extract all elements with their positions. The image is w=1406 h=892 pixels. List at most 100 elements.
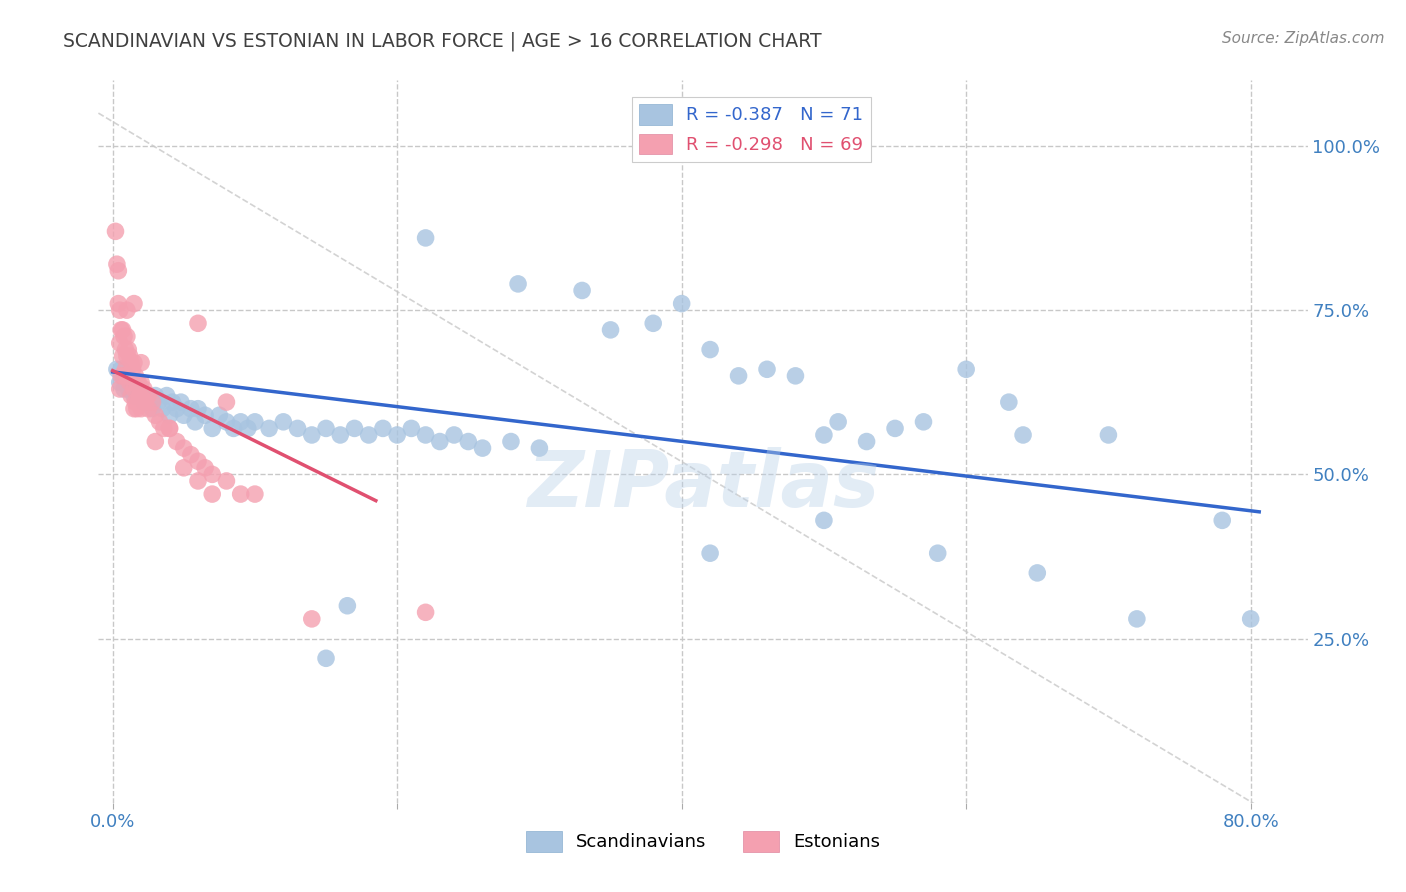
Point — [998, 395, 1021, 409]
Point — [180, 448, 202, 462]
Point — [114, 343, 136, 357]
Point — [166, 401, 188, 416]
Point — [111, 323, 134, 337]
Point — [173, 409, 195, 423]
Point — [118, 376, 141, 390]
Point — [132, 395, 155, 409]
Point — [122, 401, 145, 416]
Point — [141, 401, 163, 416]
Point — [127, 395, 149, 409]
Point — [215, 415, 238, 429]
Point — [173, 441, 195, 455]
Point — [257, 421, 280, 435]
Point — [125, 376, 148, 390]
Point — [105, 362, 128, 376]
Point — [118, 349, 141, 363]
Point — [357, 428, 380, 442]
Point — [112, 329, 135, 343]
Point — [125, 401, 148, 416]
Point — [401, 421, 423, 435]
Point — [727, 368, 749, 383]
Point — [287, 421, 309, 435]
Point — [120, 388, 142, 402]
Point — [215, 395, 238, 409]
Point — [114, 376, 136, 390]
Point — [108, 382, 131, 396]
Point — [855, 434, 877, 449]
Point — [111, 368, 134, 383]
Point — [471, 441, 494, 455]
Point — [671, 296, 693, 310]
Point — [187, 454, 209, 468]
Point — [141, 395, 163, 409]
Point — [756, 362, 779, 376]
Point — [136, 401, 159, 416]
Point — [208, 409, 231, 423]
Point — [1012, 428, 1035, 442]
Point — [329, 428, 352, 442]
Point — [122, 296, 145, 310]
Point — [187, 316, 209, 330]
Point — [170, 395, 193, 409]
Point — [129, 382, 152, 396]
Point — [124, 395, 146, 409]
Point — [443, 428, 465, 442]
Point — [108, 336, 131, 351]
Point — [813, 513, 835, 527]
Point — [184, 415, 207, 429]
Point — [146, 395, 169, 409]
Point — [236, 421, 259, 435]
Point — [1026, 566, 1049, 580]
Point — [785, 368, 807, 383]
Point — [122, 382, 145, 396]
Point — [336, 599, 359, 613]
Point — [112, 382, 135, 396]
Point — [162, 395, 184, 409]
Point — [127, 376, 149, 390]
Point — [884, 421, 907, 435]
Point — [105, 257, 128, 271]
Point — [121, 362, 143, 376]
Point — [115, 329, 138, 343]
Point — [499, 434, 522, 449]
Point — [301, 612, 323, 626]
Point — [111, 349, 134, 363]
Point — [415, 231, 437, 245]
Point — [506, 277, 529, 291]
Point — [201, 421, 224, 435]
Point — [143, 409, 166, 423]
Point — [699, 343, 721, 357]
Point — [194, 409, 217, 423]
Point — [222, 421, 245, 435]
Point — [385, 428, 408, 442]
Point — [114, 362, 136, 376]
Point — [571, 284, 593, 298]
Point — [117, 382, 139, 396]
Point — [215, 474, 238, 488]
Point — [156, 388, 179, 402]
Point — [912, 415, 935, 429]
Point — [243, 415, 266, 429]
Point — [129, 356, 152, 370]
Point — [108, 303, 131, 318]
Point — [955, 362, 977, 376]
Point — [201, 467, 224, 482]
Point — [115, 368, 138, 383]
Point — [108, 376, 131, 390]
Point — [120, 356, 142, 370]
Point — [159, 421, 181, 435]
Point — [110, 362, 132, 376]
Point — [1126, 612, 1149, 626]
Point — [813, 428, 835, 442]
Point — [110, 368, 132, 383]
Point — [180, 401, 202, 416]
Point — [166, 434, 188, 449]
Point — [173, 460, 195, 475]
Point — [120, 376, 142, 390]
Point — [125, 376, 148, 390]
Text: Source: ZipAtlas.com: Source: ZipAtlas.com — [1222, 31, 1385, 46]
Point — [159, 421, 181, 435]
Point — [117, 368, 139, 383]
Point — [128, 388, 150, 402]
Point — [124, 368, 146, 383]
